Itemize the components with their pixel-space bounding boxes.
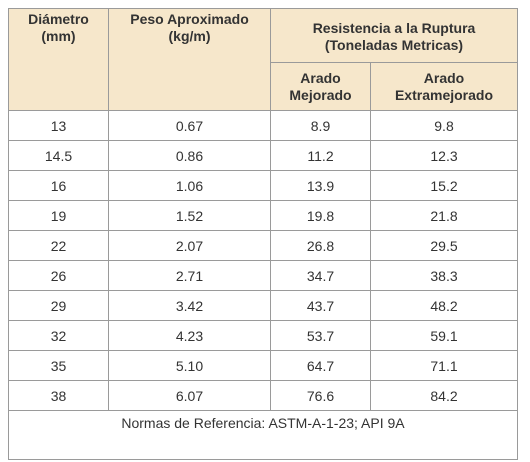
table-cell: 64.7 [270, 350, 371, 381]
table-cell: 13 [8, 110, 109, 141]
table-row: 38 6.07 76.6 84.2 [8, 380, 518, 411]
table-cell: 26.8 [270, 230, 371, 261]
table-cell: 12.3 [370, 140, 518, 171]
table-cell: 34.7 [270, 260, 371, 291]
table-cell: 38 [8, 380, 109, 411]
table-cell: 15.2 [370, 170, 518, 201]
table-row: 26 2.71 34.7 38.3 [8, 260, 518, 291]
table-cell: 9.8 [370, 110, 518, 141]
table-cell: 76.6 [270, 380, 371, 411]
table-row: 16 1.06 13.9 15.2 [8, 170, 518, 201]
table-cell: 19 [8, 200, 109, 231]
table-row: 14.5 0.86 11.2 12.3 [8, 140, 518, 171]
table-cell: 0.67 [108, 110, 271, 141]
table-cell: 84.2 [370, 380, 518, 411]
table-cell: 21.8 [370, 200, 518, 231]
header-cell: Arado Extramejorado [370, 62, 518, 111]
table-cell: 6.07 [108, 380, 271, 411]
table-cell: 38.3 [370, 260, 518, 291]
table-cell: 59.1 [370, 320, 518, 351]
table-row: 32 4.23 53.7 59.1 [8, 320, 518, 351]
table-row: 29 3.42 43.7 48.2 [8, 290, 518, 321]
table-cell: 4.23 [108, 320, 271, 351]
rope-table: Diámetro (mm) Peso Aproximado (kg/m) Res… [8, 8, 518, 460]
table-cell: 2.71 [108, 260, 271, 291]
table-cell: 32 [8, 320, 109, 351]
table-cell: 19.8 [270, 200, 371, 231]
table-row: 13 0.67 8.9 9.8 [8, 110, 518, 141]
table-cell: 16 [8, 170, 109, 201]
table-cell: 43.7 [270, 290, 371, 321]
table-body: 13 0.67 8.9 9.8 14.5 0.86 11.2 12.3 16 1.06 13.9 15… [8, 110, 518, 411]
table-cell: 5.10 [108, 350, 271, 381]
header-cell: Resistencia a la Ruptura (Toneladas Metr… [270, 8, 518, 63]
table-cell: 48.2 [370, 290, 518, 321]
table-cell: 0.86 [108, 140, 271, 171]
table-cell: 2.07 [108, 230, 271, 261]
header-cell: Diámetro (mm) [8, 8, 109, 111]
table-row: 19 1.52 19.8 21.8 [8, 200, 518, 231]
table-cell: 26 [8, 260, 109, 291]
table-cell: 14.5 [8, 140, 109, 171]
table-cell: 8.9 [270, 110, 371, 141]
table-cell: 22 [8, 230, 109, 261]
table-cell: 1.06 [108, 170, 271, 201]
table-cell: 29 [8, 290, 109, 321]
table-cell: 13.9 [270, 170, 371, 201]
footer-note: Normas de Referencia: ASTM-A-1-23; API 9… [8, 410, 518, 460]
table-cell: 1.52 [108, 200, 271, 231]
table-cell: 11.2 [270, 140, 371, 171]
header-cell: Peso Aproximado (kg/m) [108, 8, 271, 111]
header-cell: Arado Mejorado [270, 62, 371, 111]
table-cell: 53.7 [270, 320, 371, 351]
table-cell: 71.1 [370, 350, 518, 381]
table-row: 22 2.07 26.8 29.5 [8, 230, 518, 261]
table-cell: 35 [8, 350, 109, 381]
table-cell: 29.5 [370, 230, 518, 261]
table-cell: 3.42 [108, 290, 271, 321]
table-row: 35 5.10 64.7 71.1 [8, 350, 518, 381]
